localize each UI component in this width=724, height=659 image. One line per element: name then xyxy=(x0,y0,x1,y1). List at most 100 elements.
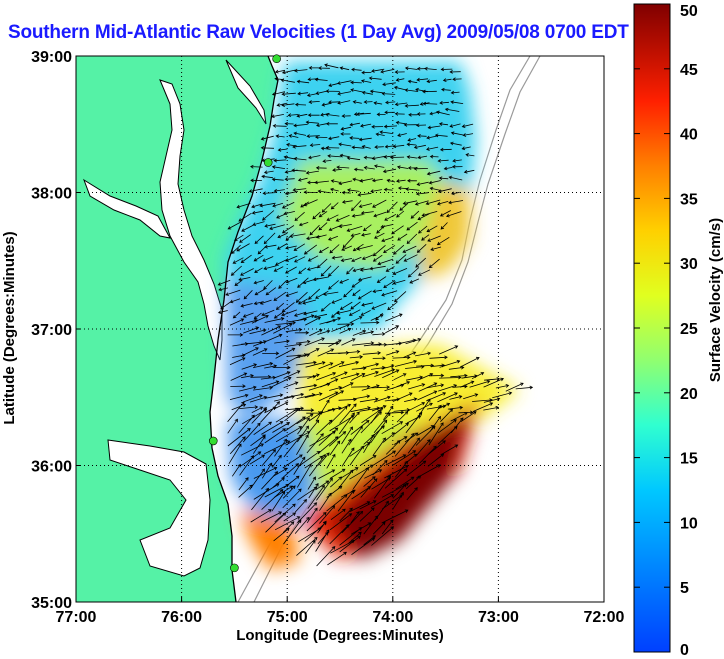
velocity-arrow-508 xyxy=(459,356,480,368)
velocity-arrow-691 xyxy=(440,444,459,456)
y-axis-label: Latitude (Degrees:Minutes) xyxy=(1,231,18,424)
velocity-arrow-246 xyxy=(326,214,339,221)
velocity-arrow-735 xyxy=(307,476,316,490)
velocity-arrow-257 xyxy=(445,211,462,218)
velocity-arrow-641 xyxy=(338,412,355,435)
velocity-arrow-227 xyxy=(341,200,353,204)
velocity-arrow-384 xyxy=(352,289,361,296)
velocity-arrow-147 xyxy=(327,154,342,158)
velocity-arrow-805 xyxy=(329,524,350,545)
velocity-arrow-420 xyxy=(229,318,245,326)
velocity-arrow-402 xyxy=(361,302,374,307)
velocity-arrow-219 xyxy=(251,203,263,209)
velocity-arrow-408 xyxy=(253,312,262,320)
velocity-arrow-93 xyxy=(360,123,372,128)
velocity-arrow-182 xyxy=(271,177,284,182)
velocity-arrow-152 xyxy=(383,154,396,159)
velocity-arrow-531 xyxy=(471,372,485,380)
velocity-arrow-459 xyxy=(328,339,342,347)
velocity-arrow-627 xyxy=(428,404,442,421)
velocity-arrow-332 xyxy=(395,254,407,264)
velocity-arrow-628 xyxy=(440,408,454,422)
velocity-arrow-571 xyxy=(352,394,371,400)
velocity-arrow-435 xyxy=(227,332,244,337)
velocity-arrow-814 xyxy=(339,535,361,553)
velocity-arrow-727 xyxy=(406,460,427,477)
velocity-arrow-617 xyxy=(315,399,330,422)
velocity-arrow-222 xyxy=(281,202,295,209)
velocity-arrow-236 xyxy=(436,201,449,206)
velocity-arrow-427 xyxy=(305,316,321,326)
velocity-arrow-720 xyxy=(329,468,346,479)
velocity-arrow-83 xyxy=(436,110,450,116)
velocity-arrow-577 xyxy=(417,390,438,401)
velocity-arrow-207 xyxy=(341,190,351,195)
velocity-arrow-522 xyxy=(374,368,396,377)
y-tick-label-1: 36:00 xyxy=(31,459,72,476)
velocity-arrow-119 xyxy=(434,133,448,138)
station-marker-3 xyxy=(230,563,239,573)
velocity-arrow-237 xyxy=(448,200,464,205)
velocity-arrow-412 xyxy=(293,311,307,317)
velocity-arrow-543 xyxy=(339,382,354,390)
velocity-arrow-644 xyxy=(373,412,391,433)
velocity-arrow-376 xyxy=(265,287,277,296)
velocity-arrow-292 xyxy=(381,236,394,243)
velocity-arrow-749 xyxy=(282,485,296,499)
velocity-arrow-81 xyxy=(416,112,426,116)
velocity-arrow-554 xyxy=(460,380,475,388)
velocity-arrow-678 xyxy=(296,434,309,456)
velocity-arrow-35 xyxy=(281,92,296,96)
velocity-arrow-251 xyxy=(384,213,397,221)
velocity-arrow-279 xyxy=(239,234,251,243)
velocity-arrow-536 xyxy=(261,380,280,388)
velocity-arrow-440 xyxy=(285,327,303,333)
velocity-arrow-411 xyxy=(281,309,297,317)
velocity-arrow-42 xyxy=(361,90,373,95)
velocity-arrow-309 xyxy=(352,243,364,252)
velocity-arrow-92 xyxy=(349,122,360,127)
velocity-arrow-474 xyxy=(306,348,320,356)
velocity-arrow-102 xyxy=(461,123,474,128)
colorbar-tick-label-4: 20 xyxy=(680,386,698,403)
velocity-arrow-471 xyxy=(275,347,296,359)
velocity-arrow-33 xyxy=(452,77,462,82)
velocity-arrow-255 xyxy=(421,211,438,217)
y-axis-ticks: 35:00 36:00 37:00 38:00 39:00 xyxy=(31,49,81,612)
colorbar-ticks: 0 5 10 15 20 25 30 35 40 45 50 xyxy=(634,3,698,659)
velocity-arrow-149 xyxy=(346,156,361,161)
velocity-arrow-568 xyxy=(318,391,339,402)
velocity-arrow-162 xyxy=(271,165,286,169)
velocity-arrow-670 xyxy=(428,422,444,446)
velocity-arrow-363 xyxy=(312,276,329,282)
velocity-arrow-567 xyxy=(304,392,323,399)
velocity-arrow-63 xyxy=(404,103,419,108)
velocity-arrow-88 xyxy=(305,120,319,125)
velocity-arrow-51 xyxy=(276,102,288,107)
velocity-arrow-225 xyxy=(321,203,332,213)
velocity-arrow-50 xyxy=(450,90,460,95)
velocity-arrow-221 xyxy=(272,202,284,208)
velocity-arrow-564 xyxy=(274,395,295,402)
velocity-arrow-525 xyxy=(405,375,424,381)
velocity-arrow-481 xyxy=(386,350,400,356)
velocity-arrow-576 xyxy=(404,397,418,402)
velocity-arrow-226 xyxy=(330,202,339,210)
velocity-arrows xyxy=(217,63,534,567)
velocity-arrow-40 xyxy=(337,91,352,96)
velocity-arrow-482 xyxy=(392,355,411,360)
velocity-arrow-112 xyxy=(358,137,372,142)
velocity-arrow-494 xyxy=(305,361,326,368)
velocity-arrow-90 xyxy=(325,121,338,126)
velocity-arrow-282 xyxy=(277,232,288,239)
velocity-arrow-510 xyxy=(241,374,254,379)
velocity-arrow-137 xyxy=(426,146,439,151)
velocity-arrow-56 xyxy=(328,100,340,105)
velocity-arrow-596 xyxy=(350,406,371,413)
velocity-arrow-356 xyxy=(238,277,251,282)
velocity-arrow-631 xyxy=(227,418,238,434)
velocity-arrow-321 xyxy=(275,258,288,266)
velocity-arrow-245 xyxy=(318,211,328,218)
velocity-arrow-756 xyxy=(360,478,378,498)
